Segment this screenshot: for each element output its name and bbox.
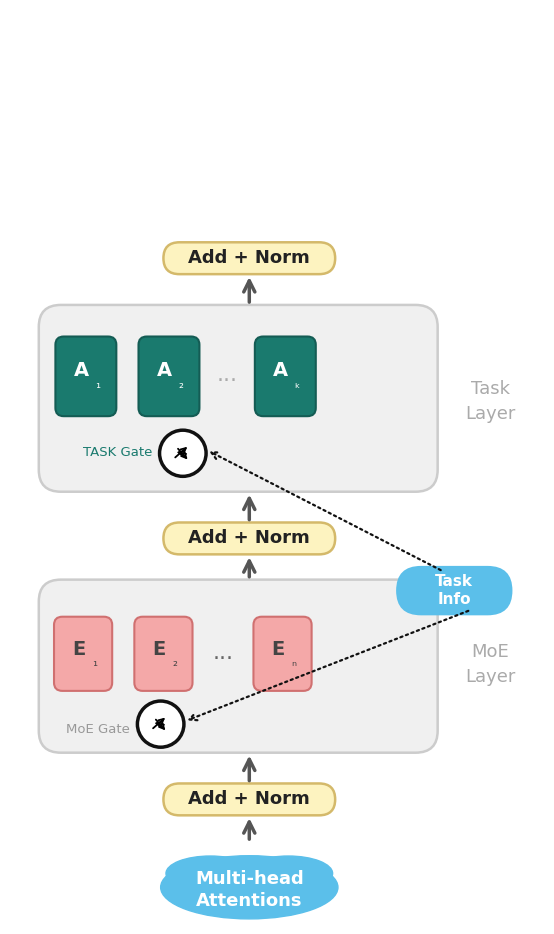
Text: ₂: ₂ bbox=[178, 378, 183, 391]
Text: Add + Norm: Add + Norm bbox=[188, 530, 310, 547]
Text: MoE
Layer: MoE Layer bbox=[465, 644, 515, 686]
Text: ...: ... bbox=[217, 365, 238, 385]
Text: Add + Norm: Add + Norm bbox=[188, 249, 310, 267]
Text: E: E bbox=[72, 640, 85, 658]
Text: TASK Gate: TASK Gate bbox=[83, 446, 152, 459]
FancyBboxPatch shape bbox=[163, 522, 335, 555]
FancyBboxPatch shape bbox=[39, 580, 438, 753]
FancyBboxPatch shape bbox=[54, 616, 112, 691]
Text: Multi-head
Attentions: Multi-head Attentions bbox=[195, 870, 304, 911]
Text: Task
Info: Task Info bbox=[435, 573, 473, 607]
Text: E: E bbox=[152, 640, 166, 658]
Text: ₂: ₂ bbox=[172, 656, 178, 669]
Text: A: A bbox=[157, 361, 172, 380]
Text: A: A bbox=[273, 361, 289, 380]
Text: Add + Norm: Add + Norm bbox=[188, 790, 310, 809]
FancyBboxPatch shape bbox=[163, 242, 335, 275]
Text: ₁: ₁ bbox=[95, 378, 100, 391]
Text: ₖ: ₖ bbox=[294, 378, 300, 391]
Text: A: A bbox=[74, 361, 89, 380]
Circle shape bbox=[137, 701, 184, 747]
Text: ₁: ₁ bbox=[92, 656, 98, 669]
Text: ...: ... bbox=[213, 643, 233, 663]
FancyBboxPatch shape bbox=[39, 304, 438, 491]
Circle shape bbox=[160, 431, 206, 476]
Ellipse shape bbox=[166, 856, 255, 891]
FancyBboxPatch shape bbox=[135, 616, 193, 691]
Text: MoE Gate: MoE Gate bbox=[66, 723, 130, 736]
FancyBboxPatch shape bbox=[55, 336, 116, 417]
FancyBboxPatch shape bbox=[163, 784, 335, 815]
FancyBboxPatch shape bbox=[253, 616, 311, 691]
FancyBboxPatch shape bbox=[138, 336, 199, 417]
FancyBboxPatch shape bbox=[255, 336, 316, 417]
Text: E: E bbox=[271, 640, 285, 658]
Ellipse shape bbox=[161, 856, 338, 919]
Ellipse shape bbox=[244, 856, 332, 891]
Text: Task
Layer: Task Layer bbox=[465, 379, 515, 422]
FancyBboxPatch shape bbox=[396, 566, 512, 616]
Text: ₙ: ₙ bbox=[291, 656, 297, 669]
